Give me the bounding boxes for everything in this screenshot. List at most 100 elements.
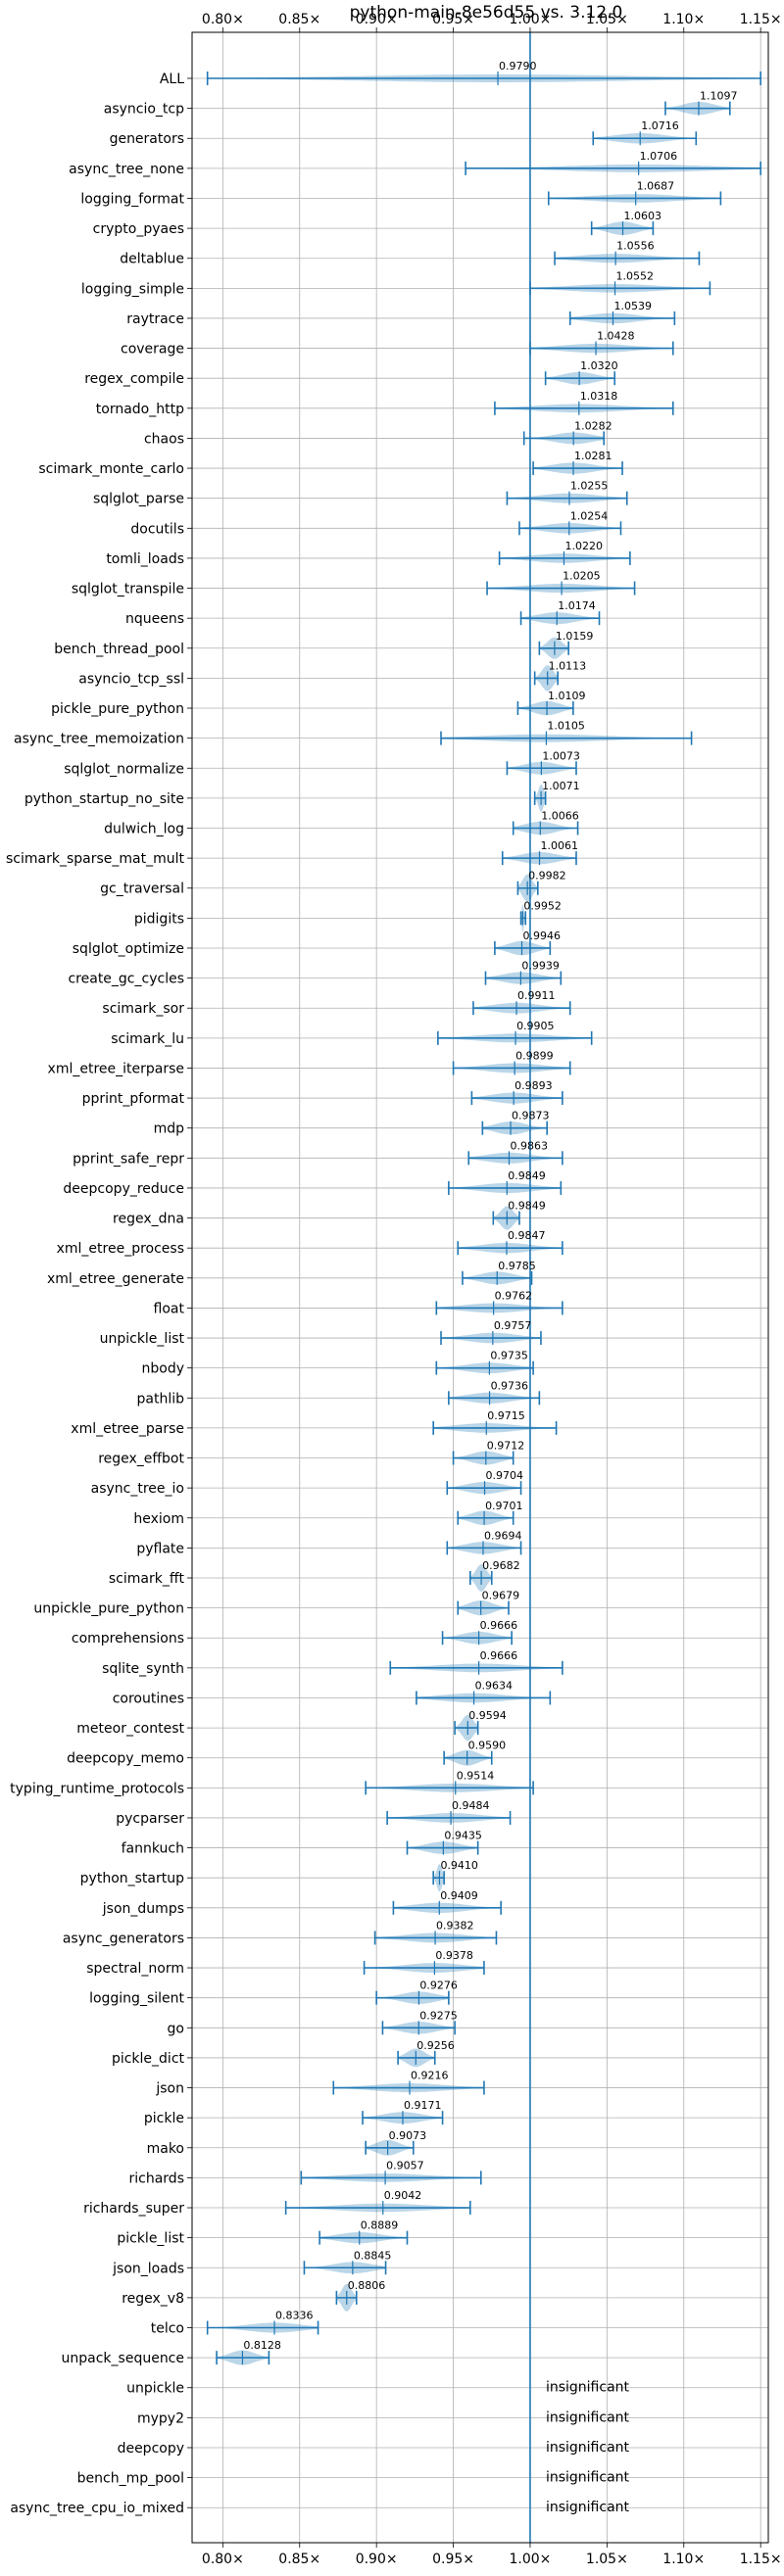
top-tick-label: 1.15× bbox=[740, 12, 782, 27]
y-tick-label: coroutines bbox=[113, 1691, 184, 1706]
y-tick-label: deepcopy_memo bbox=[67, 1751, 184, 1767]
value-label: 0.9073 bbox=[389, 2129, 427, 2142]
plot-frame bbox=[191, 31, 769, 2544]
y-tick-label: async_tree_cpu_io_mixed bbox=[10, 2501, 184, 2516]
value-label: 0.9790 bbox=[499, 60, 536, 72]
y-tick-label: logging_format bbox=[80, 191, 184, 207]
y-tick-label: float bbox=[154, 1301, 185, 1316]
value-label: 0.9873 bbox=[512, 1110, 550, 1122]
y-tick-label: go bbox=[168, 2021, 184, 2036]
y-tick-label: json_dumps bbox=[102, 1901, 184, 1917]
y-tick-label: xml_etree_process bbox=[57, 1241, 184, 1257]
value-label: 0.9849 bbox=[508, 1169, 546, 1182]
top-tick-label: 1.00× bbox=[510, 12, 552, 27]
y-tick-label: deltablue bbox=[120, 252, 184, 267]
y-tick-label: pyflate bbox=[136, 1541, 184, 1556]
top-tick-label: 0.90× bbox=[356, 12, 398, 27]
value-label: 1.0071 bbox=[542, 780, 580, 792]
value-label: 0.9704 bbox=[486, 1469, 524, 1482]
y-tick-label: bench_thread_pool bbox=[54, 642, 184, 657]
value-label: 0.9409 bbox=[440, 1889, 478, 1902]
y-tick-label: sqlglot_transpile bbox=[72, 582, 184, 597]
y-tick-label: scimark_fft bbox=[109, 1571, 185, 1587]
y-tick-label: create_gc_cycles bbox=[68, 972, 184, 987]
chart-title: python-main-8e56d55 vs. 3.12.0 bbox=[350, 3, 623, 23]
y-tick-label: python_startup_no_site bbox=[24, 791, 184, 807]
value-label: 0.9911 bbox=[517, 989, 556, 1002]
y-tick-label: pycparser bbox=[116, 1811, 184, 1827]
value-label: 1.0282 bbox=[574, 419, 612, 432]
value-label: 0.9057 bbox=[386, 2159, 424, 2171]
y-tick-label: unpickle_pure_python bbox=[33, 1601, 184, 1617]
y-tick-label: pickle_dict bbox=[112, 2051, 185, 2067]
value-label: 0.9590 bbox=[468, 1740, 507, 1752]
top-tick-label: 1.05× bbox=[586, 12, 628, 27]
value-label: 1.0254 bbox=[570, 509, 609, 522]
y-tick-label: coverage bbox=[121, 342, 184, 358]
top-tick-label: 0.80× bbox=[202, 12, 244, 27]
value-label: 0.9171 bbox=[404, 2099, 442, 2112]
value-label: 0.9847 bbox=[508, 1229, 546, 1242]
y-tick-label: scimark_lu bbox=[111, 1031, 184, 1047]
y-tick-label: fannkuch bbox=[122, 1841, 184, 1857]
bottom-tick-label: 1.10× bbox=[662, 2552, 705, 2567]
insignificant-label: insignificant bbox=[546, 2440, 630, 2456]
value-label: 0.9256 bbox=[416, 2039, 455, 2052]
y-tick-label: xml_etree_parse bbox=[71, 1421, 184, 1437]
value-label: 0.9762 bbox=[495, 1289, 533, 1302]
y-tick-label: comprehensions bbox=[72, 1631, 184, 1646]
value-label: 0.9939 bbox=[521, 960, 560, 973]
value-label: 0.9736 bbox=[491, 1379, 529, 1392]
value-label: 0.9484 bbox=[452, 1799, 490, 1812]
y-tick-label: unpickle bbox=[126, 2381, 184, 2397]
value-label: 1.1097 bbox=[700, 90, 738, 103]
y-tick-label: python_startup bbox=[80, 1871, 184, 1886]
y-tick-label: hexiom bbox=[133, 1511, 184, 1527]
value-label: 0.9735 bbox=[490, 1350, 527, 1362]
y-tick-label: json_loads bbox=[112, 2261, 184, 2276]
value-label: 0.9594 bbox=[468, 1709, 507, 1722]
y-tick-label: richards_super bbox=[83, 2201, 184, 2217]
y-tick-label: mako bbox=[147, 2141, 184, 2157]
value-label: 1.0205 bbox=[563, 570, 601, 583]
value-label: 1.0318 bbox=[580, 390, 618, 403]
y-tick-label: deepcopy bbox=[118, 2441, 184, 2457]
y-tick-label: logging_simple bbox=[81, 281, 184, 297]
value-label: 0.9899 bbox=[515, 1049, 554, 1062]
y-tick-label: nqueens bbox=[125, 611, 184, 627]
y-tick-label: xml_etree_iterparse bbox=[48, 1061, 184, 1076]
value-label: 0.8889 bbox=[361, 2219, 399, 2232]
y-tick-label: scimark_monte_carlo bbox=[38, 461, 184, 477]
value-label: 0.9410 bbox=[440, 1859, 478, 1872]
y-tick-label: meteor_contest bbox=[76, 1721, 184, 1737]
y-tick-label: raytrace bbox=[126, 311, 184, 327]
top-tick-label: 0.85× bbox=[278, 12, 320, 27]
value-label: 0.9715 bbox=[487, 1409, 524, 1422]
value-label: 0.9849 bbox=[508, 1200, 546, 1213]
y-tick-label: telco bbox=[151, 2321, 184, 2337]
y-tick-label: crypto_pyaes bbox=[93, 221, 184, 237]
value-label: 0.9952 bbox=[523, 899, 562, 912]
value-label: 0.9514 bbox=[457, 1769, 495, 1782]
y-tick-label: async_tree_memoization bbox=[14, 732, 184, 747]
y-tick-label: gc_traversal bbox=[100, 882, 184, 897]
value-label: 0.9893 bbox=[514, 1079, 553, 1092]
y-tick-label: regex_dna bbox=[113, 1212, 184, 1227]
value-label: 0.9634 bbox=[475, 1679, 513, 1692]
value-label: 0.9757 bbox=[494, 1319, 532, 1332]
value-label: 0.9042 bbox=[384, 2189, 422, 2202]
value-label: 1.0105 bbox=[547, 720, 585, 733]
value-label: 0.9712 bbox=[487, 1440, 525, 1453]
value-label: 1.0109 bbox=[548, 690, 586, 702]
y-tick-label: async_tree_none bbox=[69, 162, 184, 177]
value-label: 0.8128 bbox=[243, 2339, 281, 2352]
value-label: 1.0255 bbox=[570, 480, 609, 493]
value-label: 0.9679 bbox=[482, 1590, 520, 1602]
y-tick-label: asyncio_tcp_ssl bbox=[78, 671, 184, 687]
y-tick-label: xml_etree_generate bbox=[47, 1271, 184, 1287]
y-tick-label: spectral_norm bbox=[86, 1961, 184, 1977]
value-label: 0.9982 bbox=[528, 870, 566, 883]
value-label: 0.9435 bbox=[444, 1830, 482, 1842]
bottom-tick-label: 1.15× bbox=[740, 2552, 782, 2567]
